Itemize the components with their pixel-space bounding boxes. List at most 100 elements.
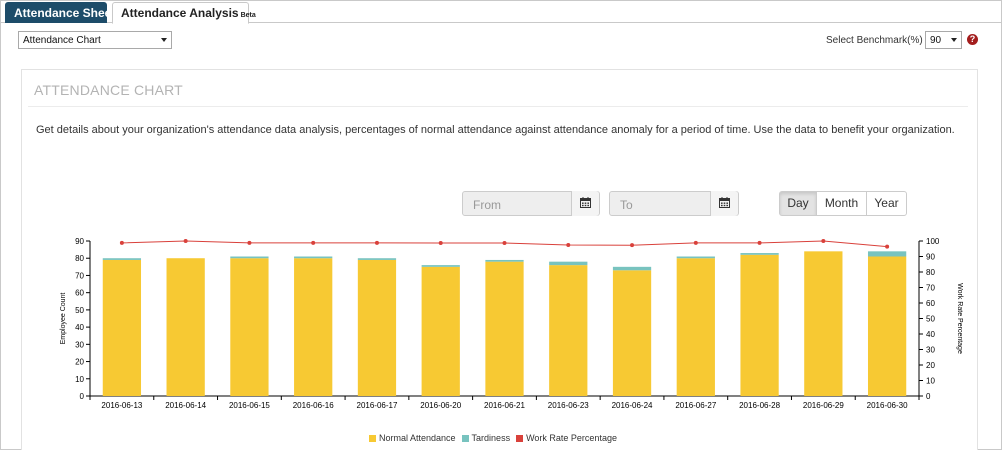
calendar-button[interactable] <box>710 191 738 216</box>
legend-item[interactable]: Tardiness <box>461 433 511 443</box>
legend-label: Tardiness <box>471 433 511 443</box>
bar-tardiness <box>740 253 779 255</box>
bar-normal-attendance <box>102 259 142 396</box>
bar-normal-attendance <box>676 258 715 396</box>
y2-axis-title: Work Rate Percentage <box>956 283 963 354</box>
y-axis-title: Employee Count <box>60 293 67 345</box>
y2-tick-label: 90 <box>926 253 935 262</box>
legend-label: Work Rate Percentage <box>526 433 617 443</box>
work-rate-point <box>438 241 443 246</box>
bar-tardiness <box>294 256 333 259</box>
bar-normal-attendance <box>485 261 524 396</box>
x-tick-label: 2016-06-23 <box>548 401 589 410</box>
bar-tardiness <box>357 258 397 260</box>
x-tick-label: 2016-06-13 <box>101 401 142 410</box>
bar-tardiness <box>102 258 142 260</box>
legend-swatch <box>516 435 524 442</box>
bar-normal-attendance <box>421 266 460 396</box>
y-tick-label: 10 <box>75 375 84 384</box>
legend-item[interactable]: Normal Attendance <box>369 433 456 443</box>
bar-normal-attendance <box>230 258 269 396</box>
y2-tick-label: 0 <box>926 392 931 401</box>
panel-description: Get details about your organization's at… <box>36 124 955 136</box>
work-rate-point <box>183 239 188 243</box>
y2-tick-label: 70 <box>926 284 935 293</box>
bar-normal-attendance <box>357 259 397 396</box>
work-rate-point <box>630 243 635 248</box>
panel-title: ATTENDANCE CHART <box>34 82 183 98</box>
year-button[interactable]: Year <box>866 191 907 216</box>
legend-swatch <box>461 435 469 442</box>
y-tick-label: 0 <box>80 392 85 401</box>
y2-tick-label: 50 <box>926 315 935 324</box>
bar-normal-attendance <box>804 251 843 396</box>
x-tick-label: 2016-06-17 <box>357 401 398 410</box>
x-tick-label: 2016-06-14 <box>165 401 206 410</box>
beta-badge: Beta <box>240 12 256 19</box>
calendar-button[interactable] <box>571 191 599 216</box>
y2-tick-label: 20 <box>926 361 935 370</box>
x-tick-label: 2016-06-24 <box>612 401 653 410</box>
y2-tick-label: 80 <box>926 268 935 277</box>
bar-tardiness <box>485 259 524 262</box>
y2-tick-label: 10 <box>926 377 935 386</box>
bar-normal-attendance <box>740 254 779 396</box>
bar-tardiness <box>867 251 907 257</box>
y-tick-label: 60 <box>75 289 84 298</box>
x-tick-label: 2016-06-20 <box>420 401 461 410</box>
chart-legend: Normal Attendance Tardiness Work Rate Perc… <box>369 433 623 443</box>
bar-tardiness <box>676 256 715 259</box>
y2-tick-label: 30 <box>926 346 935 355</box>
tab-label: Attendance Analysis <box>121 6 239 20</box>
view-select[interactable]: Attendance Chart <box>18 31 172 49</box>
work-rate-point <box>821 239 826 243</box>
tab-bar: Attendance Sheet Attendance Analysis Beta <box>0 0 1002 24</box>
calendar-icon <box>719 197 730 208</box>
calendar-icon <box>580 197 591 208</box>
x-tick-label: 2016-06-16 <box>293 401 334 410</box>
from-date-input[interactable]: From <box>462 191 600 216</box>
y-tick-label: 80 <box>75 254 84 263</box>
work-rate-point <box>247 240 252 245</box>
bar-normal-attendance <box>867 256 907 396</box>
bar-tardiness <box>549 261 588 266</box>
work-rate-point <box>566 243 571 248</box>
work-rate-point <box>119 240 124 245</box>
legend-swatch <box>369 435 376 442</box>
y-tick-label: 90 <box>75 237 84 246</box>
work-rate-point <box>311 240 316 245</box>
work-rate-point <box>693 240 698 245</box>
y2-tick-label: 40 <box>926 330 935 339</box>
benchmark-select[interactable]: 90 <box>925 31 962 49</box>
work-rate-point <box>502 241 507 246</box>
benchmark-label: Select Benchmark(%) <box>826 35 923 46</box>
y-tick-label: 50 <box>75 306 84 315</box>
x-tick-label: 2016-06-30 <box>867 401 908 410</box>
work-rate-point <box>885 244 890 249</box>
legend-label: Normal Attendance <box>379 433 456 443</box>
bar-tardiness <box>230 256 269 259</box>
x-tick-label: 2016-06-29 <box>803 401 844 410</box>
y-tick-label: 40 <box>75 323 84 332</box>
chevron-down-icon <box>951 38 957 42</box>
help-icon[interactable]: ? <box>967 34 978 45</box>
x-tick-label: 2016-06-27 <box>675 401 716 410</box>
y2-tick-label: 60 <box>926 299 935 308</box>
y-tick-label: 30 <box>75 340 84 349</box>
legend-item[interactable]: Work Rate Percentage <box>516 433 617 443</box>
bar-normal-attendance <box>166 258 205 396</box>
view-select-value: Attendance Chart <box>23 35 101 46</box>
bar-tardiness <box>421 265 460 267</box>
tab-attendance-analysis[interactable]: Attendance Analysis Beta <box>112 2 256 24</box>
attendance-chart: 0 10 20 30 40 50 60 70 80 90 0 10 20 30 40 50 60 70 80 90 10… <box>60 237 963 410</box>
month-button[interactable]: Month <box>816 191 867 216</box>
tab-attendance-sheet[interactable]: Attendance Sheet <box>5 2 115 23</box>
divider <box>28 106 968 107</box>
day-button[interactable]: Day <box>779 191 817 216</box>
chevron-down-icon <box>161 38 167 42</box>
y-tick-label: 20 <box>75 358 84 367</box>
bar-normal-attendance <box>294 258 333 396</box>
to-date-input[interactable]: To <box>609 191 739 216</box>
tab-label: Attendance Sheet <box>14 6 116 20</box>
from-placeholder: From <box>473 198 501 212</box>
